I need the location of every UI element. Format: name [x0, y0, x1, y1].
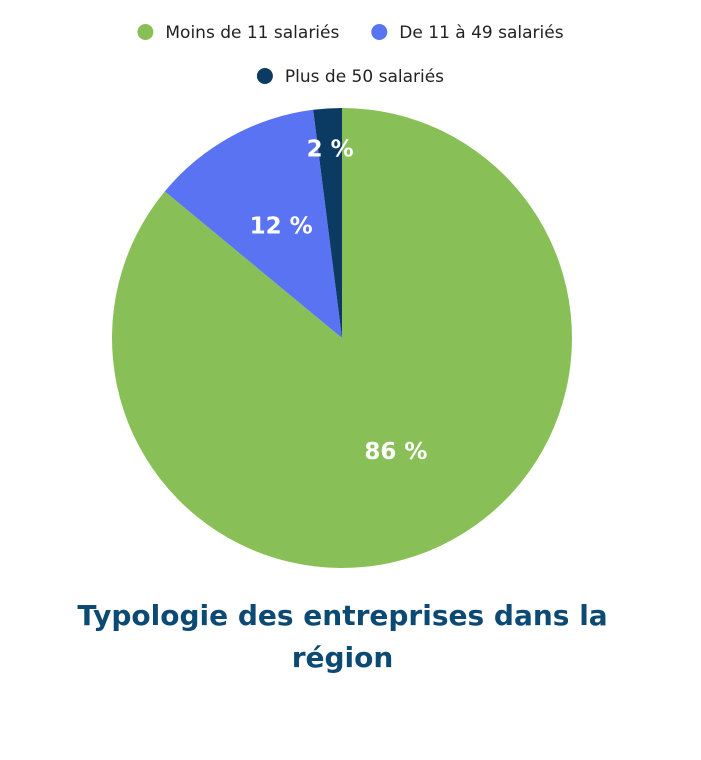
legend-marker-moins-de-11-salaries [137, 24, 154, 40]
pie-slice-plus-de-50-salaries [313, 108, 342, 338]
pie-slice-labels: 86 % 12 % 2 % [250, 136, 428, 465]
legend-label-moins-de-11-salaries: Moins de 11 salariés [165, 23, 339, 43]
chart-title: Typologie des entreprises dans la région [77, 599, 608, 674]
legend-marker-plus-de-50-salaries [256, 68, 273, 84]
slice-label-de-11-a-49-salaries: 12 % [250, 214, 313, 240]
pie-slice-de-11-a-49-salaries [164, 109, 342, 338]
slice-label-moins-de-11-salaries: 86 % [364, 439, 427, 465]
pie-slice-moins-de-11-salaries [111, 108, 572, 568]
legend-label-de-11-a-49-salaries: De 11 à 49 salariés [399, 23, 563, 43]
slice-label-plus-de-50-salaries: 2 % [307, 136, 354, 162]
chart-legend: Moins de 11 salariés De 11 à 49 salariés P… [137, 23, 564, 87]
legend-item-de-11-a-49-salaries[interactable]: De 11 à 49 salariés [371, 23, 564, 43]
legend-marker-de-11-a-49-salaries [371, 24, 388, 40]
legend-label-plus-de-50-salaries: Plus de 50 salariés [285, 67, 444, 87]
legend-item-moins-de-11-salaries[interactable]: Moins de 11 salariés [137, 23, 340, 43]
pie-slices [111, 108, 572, 568]
legend-item-plus-de-50-salaries[interactable]: Plus de 50 salariés [256, 67, 444, 87]
